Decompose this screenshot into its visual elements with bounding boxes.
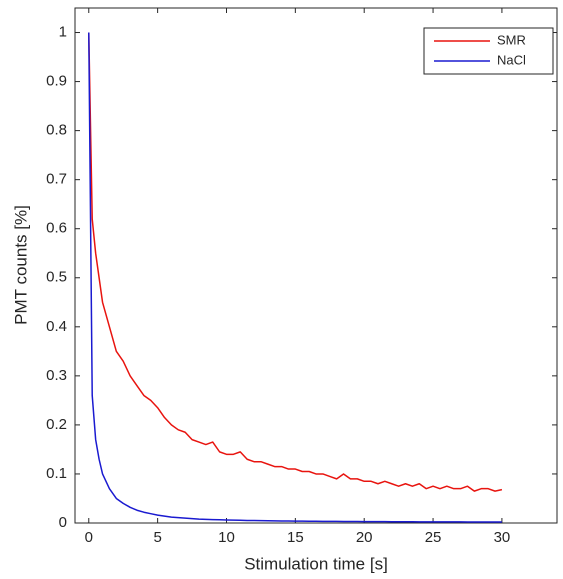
legend-label: NaCl — [497, 52, 526, 67]
x-tick-label: 5 — [153, 529, 161, 546]
y-tick-label: 0 — [59, 514, 67, 531]
plot-frame — [74, 7, 558, 524]
y-axis-title: PMT counts [%] — [11, 205, 30, 325]
y-tick-label: 0.1 — [46, 465, 67, 482]
y-tick-label: 0.6 — [46, 220, 67, 237]
data-line — [88, 32, 503, 492]
data-line — [88, 32, 502, 523]
x-tick-label: 25 — [425, 529, 442, 546]
y-tick-label: 0.5 — [46, 269, 67, 286]
y-tick-label: 0.4 — [46, 318, 67, 335]
x-tick-label: 20 — [356, 529, 373, 546]
x-axis-title: Stimulation time [s] — [244, 554, 388, 573]
y-tick-label: 0.7 — [46, 171, 67, 188]
y-tick-label: 1 — [59, 23, 67, 40]
y-tick-label: 0.3 — [46, 367, 67, 384]
x-tick-label: 0 — [85, 529, 93, 546]
y-tick-label: 0.8 — [46, 122, 67, 139]
x-tick-label: 30 — [494, 529, 511, 546]
y-tick-label: 0.2 — [46, 416, 67, 433]
y-tick-label: 0.9 — [46, 73, 67, 90]
legend-label: SMR — [497, 32, 526, 47]
x-tick-label: 15 — [287, 529, 304, 546]
legend-box — [423, 27, 554, 75]
x-tick-label: 10 — [218, 529, 235, 546]
